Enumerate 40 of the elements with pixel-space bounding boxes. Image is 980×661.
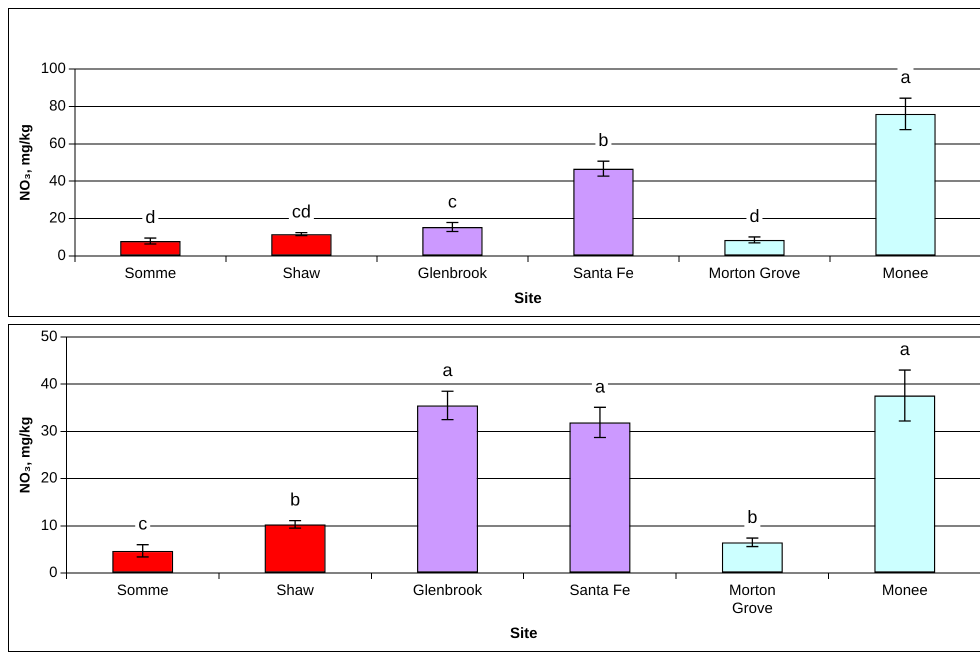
data-label: a [594, 376, 606, 396]
y-tick-label: 0 [49, 564, 58, 582]
data-label: b [598, 130, 608, 150]
y-tick-label: 30 [40, 422, 58, 440]
data-label: c [138, 514, 148, 534]
x-tick-label: Glenbrook [412, 582, 483, 600]
y-tick-label: 10 [40, 516, 58, 534]
x-tick-label: Santa Fe [572, 265, 634, 282]
x-axis-title: Site [510, 625, 538, 642]
y-axis-title: NO₃, mg/kg [16, 124, 32, 201]
x-tick-label: Monee [882, 265, 928, 282]
data-label: a [900, 67, 912, 88]
y-tick-label: 20 [40, 470, 58, 487]
data-label: d [749, 206, 760, 226]
data-label: c [448, 191, 457, 212]
x-tick-label: Shaw [282, 265, 320, 282]
y-tick-label: 60 [49, 134, 66, 152]
x-tick-label: Monee [882, 582, 928, 600]
y-tick-label: 80 [49, 98, 66, 115]
data-label: a [900, 339, 911, 360]
y-tick-label: 40 [49, 172, 66, 190]
y-tick-label: 20 [49, 210, 66, 227]
x-tick-label: Santa Fe [570, 582, 630, 600]
x-tick-label: Morton Grove [708, 265, 800, 282]
y-axis-title: NO₃, mg/kg [16, 416, 32, 494]
y-tick-label: 50 [40, 328, 58, 346]
data-label: d [145, 207, 156, 228]
x-tick-label: Glenbrook [418, 265, 488, 282]
y-tick-label: 100 [40, 60, 66, 78]
x-tick-label: Morton Grove [729, 582, 776, 618]
x-tick-label: Shaw [276, 582, 314, 600]
x-tick-label: Somme [116, 582, 169, 600]
x-tick-label: Somme [124, 265, 176, 282]
data-label: b [290, 490, 300, 510]
data-label: a [442, 360, 454, 380]
data-label: b [747, 507, 758, 528]
y-tick-label: 40 [40, 375, 58, 392]
y-tick-label: 0 [57, 247, 66, 264]
data-label: cd [292, 202, 311, 222]
x-axis-title: Site [514, 290, 542, 308]
